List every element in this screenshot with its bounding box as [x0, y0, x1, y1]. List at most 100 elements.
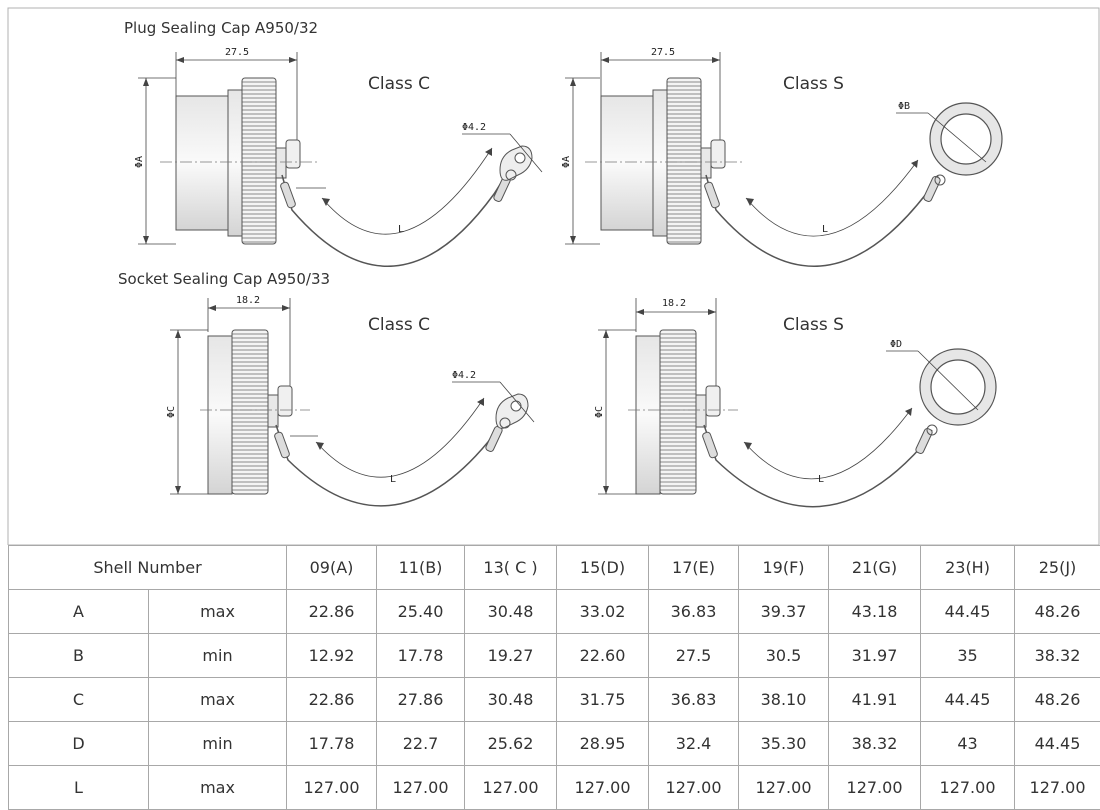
param-cell: L: [9, 766, 149, 810]
dim-phi-c-s: ΦC: [594, 406, 605, 418]
value-cell: 44.45: [921, 590, 1015, 634]
value-cell: 127.00: [921, 766, 1015, 810]
technical-drawing: Plug Sealing Cap A950/32 Socket Sealing …: [0, 0, 1100, 545]
value-cell: 30.48: [465, 678, 557, 722]
param-cell: D: [9, 722, 149, 766]
param-cell: A: [9, 590, 149, 634]
value-cell: 22.86: [287, 678, 377, 722]
socket-class-s-drawing: Class S 18.2 ΦC ΦD L: [594, 298, 996, 507]
class-c-label-socket: Class C: [368, 315, 430, 335]
class-c-label: Class C: [368, 74, 430, 94]
shell-header: 23(H): [921, 546, 1015, 590]
value-cell: 25.40: [377, 590, 465, 634]
value-cell: 127.00: [377, 766, 465, 810]
value-cell: 127.00: [287, 766, 377, 810]
value-cell: 127.00: [465, 766, 557, 810]
value-cell: 17.78: [287, 722, 377, 766]
value-cell: 35: [921, 634, 1015, 678]
limit-cell: max: [149, 766, 287, 810]
value-cell: 22.7: [377, 722, 465, 766]
limit-cell: max: [149, 678, 287, 722]
value-cell: 127.00: [557, 766, 649, 810]
shell-header: 19(F): [739, 546, 829, 590]
hole-dim-plug: Φ4.2: [462, 122, 486, 133]
value-cell: 22.86: [287, 590, 377, 634]
dim-phi-b: ΦB: [898, 101, 910, 112]
header-shell-number: Shell Number: [9, 546, 287, 590]
value-cell: 127.00: [1015, 766, 1100, 810]
socket-length-dim-s: 18.2: [662, 298, 686, 309]
socket-length-dim: 18.2: [236, 295, 260, 306]
value-cell: 38.32: [829, 722, 921, 766]
param-cell: C: [9, 678, 149, 722]
value-cell: 39.37: [739, 590, 829, 634]
value-cell: 25.62: [465, 722, 557, 766]
dim-phi-c: ΦC: [166, 406, 177, 418]
hole-dim-socket: Φ4.2: [452, 370, 476, 381]
value-cell: 127.00: [649, 766, 739, 810]
value-cell: 43: [921, 722, 1015, 766]
value-cell: 30.48: [465, 590, 557, 634]
shell-header: 17(E): [649, 546, 739, 590]
plug-length-dim: 27.5: [225, 47, 249, 58]
table-header-row: Shell Number 09(A) 11(B) 13( C ) 15(D) 1…: [9, 546, 1100, 590]
value-cell: 17.78: [377, 634, 465, 678]
shell-header: 25(J): [1015, 546, 1100, 590]
plug-class-s-drawing: Class S 27.5 ΦA ΦB L: [561, 47, 1002, 266]
value-cell: 35.30: [739, 722, 829, 766]
plug-title: Plug Sealing Cap A950/32: [124, 19, 318, 37]
value-cell: 19.27: [465, 634, 557, 678]
param-cell: B: [9, 634, 149, 678]
limit-cell: max: [149, 590, 287, 634]
value-cell: 27.5: [649, 634, 739, 678]
socket-title: Socket Sealing Cap A950/33: [118, 270, 330, 288]
value-cell: 36.83: [649, 678, 739, 722]
plug-class-c-drawing: Class C 27.5 ΦA Φ4.2: [134, 47, 542, 266]
dim-phi-d: ΦD: [890, 339, 902, 350]
value-cell: 28.95: [557, 722, 649, 766]
value-cell: 48.26: [1015, 678, 1100, 722]
class-s-label-socket: Class S: [783, 315, 844, 335]
value-cell: 127.00: [829, 766, 921, 810]
value-cell: 30.5: [739, 634, 829, 678]
plug-length-dim-s: 27.5: [651, 47, 675, 58]
shell-header: 15(D): [557, 546, 649, 590]
value-cell: 44.45: [921, 678, 1015, 722]
length-l-socket-c: L: [390, 474, 396, 485]
value-cell: 127.00: [739, 766, 829, 810]
dim-phi-a-s: ΦA: [561, 156, 572, 168]
shell-header: 13( C ): [465, 546, 557, 590]
value-cell: 38.10: [739, 678, 829, 722]
value-cell: 12.92: [287, 634, 377, 678]
value-cell: 31.97: [829, 634, 921, 678]
length-l-plug-c: L: [398, 224, 404, 235]
length-l-socket-s: L: [818, 474, 824, 485]
value-cell: 31.75: [557, 678, 649, 722]
value-cell: 36.83: [649, 590, 739, 634]
value-cell: 38.32: [1015, 634, 1100, 678]
length-l-plug-s: L: [822, 224, 828, 235]
value-cell: 27.86: [377, 678, 465, 722]
value-cell: 32.4: [649, 722, 739, 766]
table-body: Shell Number 09(A) 11(B) 13( C ) 15(D) 1…: [9, 546, 1100, 810]
value-cell: 33.02: [557, 590, 649, 634]
shell-header: 09(A): [287, 546, 377, 590]
value-cell: 44.45: [1015, 722, 1100, 766]
socket-class-c-drawing: Class C 18.2 ΦC Φ4.2 L: [166, 295, 534, 506]
value-cell: 43.18: [829, 590, 921, 634]
limit-cell: min: [149, 722, 287, 766]
limit-cell: min: [149, 634, 287, 678]
dim-phi-a: ΦA: [134, 156, 145, 168]
value-cell: 41.91: [829, 678, 921, 722]
value-cell: 22.60: [557, 634, 649, 678]
specification-table: Shell Number 09(A) 11(B) 13( C ) 15(D) 1…: [8, 545, 1100, 810]
class-s-label: Class S: [783, 74, 844, 94]
shell-header: 11(B): [377, 546, 465, 590]
value-cell: 48.26: [1015, 590, 1100, 634]
shell-header: 21(G): [829, 546, 921, 590]
